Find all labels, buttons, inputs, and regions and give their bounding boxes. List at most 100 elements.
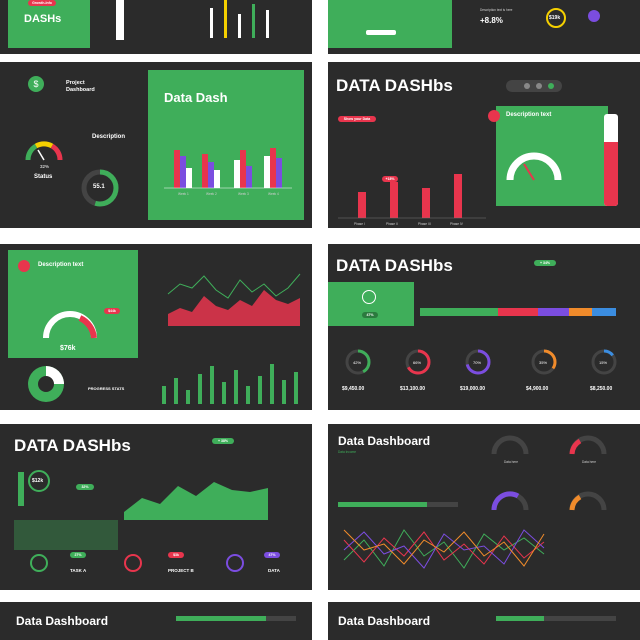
circle-35 [531,349,557,375]
check-icon: $ [28,76,44,92]
circle-42 [345,349,371,375]
info-icon [488,110,500,122]
circle-70 [465,349,491,375]
circle-amount: $13,100.00 [400,386,426,392]
progress-track [366,30,396,35]
amount: $12k [32,478,44,484]
circle-amount: $9,450.00 [342,386,365,392]
slide-progress-stats: Description text $76k $44k PROGRESS STAT… [0,244,312,410]
donut-value: 55.1 [93,184,105,190]
progress-track [338,502,458,507]
slide-title: DATA DASHbs [14,436,131,455]
task-name: DATA [268,568,280,573]
description-title: Description text [506,112,552,118]
slide-data-dashbs-3: DATA DASHbs + 38% $12k 32% 27% $3k 47% T… [0,424,312,590]
task-name: PROJECT B [168,568,194,573]
panel-title: Data Dash [164,90,228,105]
task-icon [226,554,244,572]
circle-amount: $8,250.00 [590,386,613,392]
green-panel [8,0,90,48]
circle-amount: $4,900.00 [526,386,549,392]
circle-pct: 35% [539,360,548,365]
circle-15 [591,349,617,375]
slide-title: Data Dashboard [16,614,109,628]
slide-title: DASHs [24,13,62,25]
green-panel [14,520,118,550]
progress-track [496,616,616,621]
slide-project-dashboard: $ Project Dashboard 32% Status Descripti… [0,62,312,228]
progress-bar [18,472,24,506]
chart-badge: +18% [382,176,398,182]
badge: Growth-Info [28,0,56,6]
status-label: Status [34,174,53,180]
slide-data-dashboard-1: Data Dashboard Data Income Data here Dat… [328,424,640,590]
status-gauge [25,141,63,161]
monthly-bar-chart [162,364,298,404]
circle-pct: 15% [599,360,608,365]
slide-top-left: Growth-Info DASHs [0,0,312,54]
slide-title: DATA DASHbs [336,256,453,275]
slide-subtitle: Data Income [338,450,357,454]
task-badge: 27% [70,552,86,558]
slide-bottom-right: Data Dashboard [328,602,640,640]
week-label: Week 4 [268,192,279,196]
task-icon [30,554,48,572]
metric-label: Description text is here [480,8,513,12]
circle-pct: 66% [413,360,422,365]
slide-title: DATA DASHbs [336,76,453,95]
gauge-label: Data here [504,460,518,464]
task-badge: $3k [168,552,184,558]
toggle-group[interactable] [506,80,562,92]
pct-badge: 32% [76,484,94,490]
slide-bottom-left: Data Dashboard [0,602,312,640]
gauge-2 [569,435,607,455]
area-chart [124,482,268,520]
gauge-4 [569,491,607,511]
circle-pct: 70% [473,360,482,365]
slide-title: Data Dashboard [338,614,431,628]
phase-label: Phase III [418,222,431,226]
progress-center: 47% [362,312,378,318]
gauge [506,152,562,181]
gauge-1 [491,435,529,455]
slide-title: Data Dashboard [338,434,431,448]
donut-chart [81,169,119,207]
green-panel [496,106,608,206]
user-icon [588,10,600,22]
circle-66 [405,349,431,375]
weekly-bar-chart [164,148,292,189]
amount-circle [546,8,566,28]
pie-chart [28,366,64,402]
segmented-progress [420,308,616,316]
slide-data-dashbs-1: DATA DASHbs Show your Data +18% Phase I … [328,62,640,228]
phase-label: Phase IV [450,222,463,226]
multi-line-chart [343,529,545,569]
bar-stack [204,0,304,46]
badge: + 34% [534,260,556,266]
line-chart [167,273,301,326]
amount-value: $19k [549,15,561,21]
progress-track [176,616,296,621]
progress-bar-white [116,0,124,40]
slide-top-right: Description text is here +8.8% $19k [328,0,640,54]
gauge [43,311,97,339]
description-title: Description [92,134,126,140]
thermometer [604,114,618,206]
gauge-pct: 32% [40,164,50,169]
green-panel [148,70,304,220]
week-label: Week 1 [178,192,189,196]
gauge-value: $76k [60,345,76,352]
week-label: Week 2 [206,192,217,196]
badge: + 38% [212,438,234,444]
dollar-icon [362,290,376,304]
gauge-3 [491,491,529,511]
amount-circle [28,470,50,492]
show-data-button[interactable]: Show your Data [338,116,376,122]
phase-label: Phase I [354,222,365,226]
description-title: Description text [38,262,84,268]
task-icon [124,554,142,572]
gauge-badge: $44k [104,308,120,314]
slide-data-dashbs-2: DATA DASHbs + 34% 47% 42% 66% 70% 35% 15… [328,244,640,410]
project-title: Project Dashboard [66,80,95,93]
green-panel [328,0,452,48]
